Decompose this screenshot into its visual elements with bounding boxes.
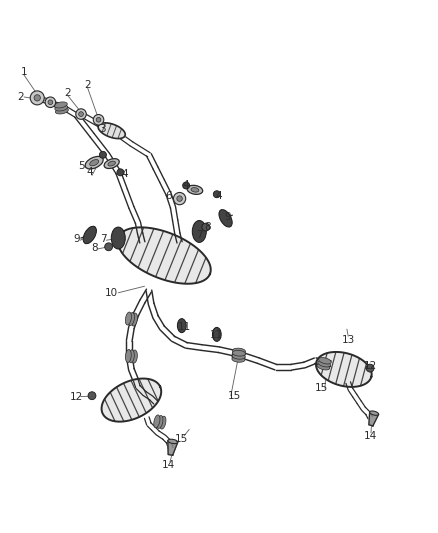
Text: 12: 12 [364,361,377,371]
Ellipse shape [187,185,203,195]
Ellipse shape [131,313,138,326]
Text: 15: 15 [228,391,241,401]
Text: 8: 8 [205,222,212,232]
Ellipse shape [232,351,245,357]
Circle shape [366,364,374,372]
Ellipse shape [111,227,125,249]
Circle shape [45,97,56,108]
Circle shape [202,223,210,231]
Ellipse shape [83,226,96,244]
Circle shape [173,192,186,205]
Circle shape [30,91,44,105]
Ellipse shape [168,439,178,443]
Ellipse shape [55,105,68,111]
Text: 2: 2 [17,92,24,102]
Text: 14: 14 [364,431,377,441]
Text: 4: 4 [121,168,128,179]
Polygon shape [118,228,211,284]
Ellipse shape [54,102,67,108]
Circle shape [117,169,124,176]
Text: 1: 1 [21,67,28,77]
Text: 7: 7 [196,230,203,239]
Text: 3: 3 [99,124,106,134]
Polygon shape [168,441,178,455]
Ellipse shape [370,411,378,415]
Text: 7: 7 [99,234,106,244]
Text: 15: 15 [315,383,328,393]
Polygon shape [102,378,161,422]
Text: 12: 12 [70,392,83,401]
Ellipse shape [212,327,221,342]
Ellipse shape [128,350,134,363]
Ellipse shape [125,312,131,325]
Text: 2: 2 [84,80,91,90]
Ellipse shape [233,350,246,356]
Circle shape [76,109,86,119]
Ellipse shape [177,319,186,333]
Ellipse shape [233,348,246,354]
Ellipse shape [160,416,166,429]
Text: 14: 14 [162,461,175,470]
Ellipse shape [90,159,99,166]
Text: 4: 4 [215,190,223,200]
Circle shape [79,112,83,116]
Text: 11: 11 [210,330,223,340]
Ellipse shape [192,221,206,243]
Ellipse shape [219,209,232,227]
Circle shape [105,243,113,251]
Circle shape [34,95,40,101]
Ellipse shape [318,360,331,367]
Circle shape [48,100,53,104]
Ellipse shape [128,312,134,326]
Text: 10: 10 [105,288,118,298]
Text: 13: 13 [342,335,355,345]
Circle shape [88,392,96,400]
Ellipse shape [154,415,160,428]
Text: 9: 9 [224,213,231,222]
Text: 4: 4 [86,167,93,177]
Polygon shape [316,352,372,387]
Ellipse shape [55,108,68,114]
Circle shape [177,196,182,201]
Ellipse shape [191,188,199,192]
Polygon shape [369,412,378,426]
Text: 4: 4 [183,181,190,190]
Ellipse shape [125,350,131,362]
Text: 5: 5 [78,161,85,171]
Text: 9: 9 [73,234,80,244]
Ellipse shape [85,156,103,169]
Ellipse shape [108,161,116,166]
Ellipse shape [317,364,330,370]
Text: 6: 6 [165,191,172,201]
Circle shape [99,151,106,158]
Text: 11: 11 [177,321,191,332]
Text: 15: 15 [175,434,188,444]
Ellipse shape [131,350,138,363]
Ellipse shape [104,159,119,168]
Text: 8: 8 [91,243,98,253]
Ellipse shape [232,353,245,359]
Polygon shape [98,123,125,139]
Circle shape [96,117,101,122]
Circle shape [93,115,104,125]
Ellipse shape [232,354,245,360]
Ellipse shape [232,357,245,362]
Ellipse shape [157,416,163,429]
Text: 2: 2 [64,87,71,98]
Ellipse shape [318,358,331,364]
Circle shape [183,182,190,189]
Circle shape [213,191,220,198]
